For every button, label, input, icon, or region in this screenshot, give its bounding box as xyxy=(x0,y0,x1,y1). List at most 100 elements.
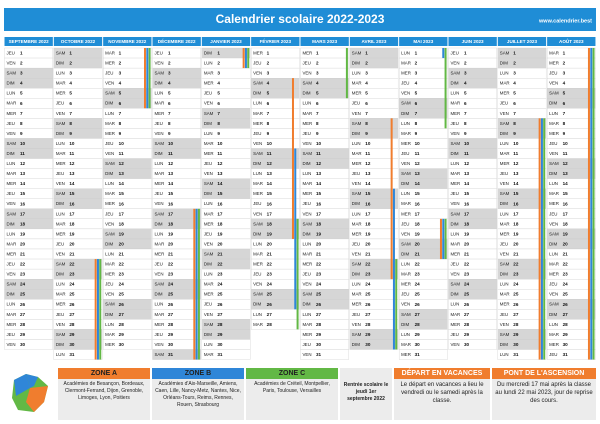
pont-title: PONT DE L'ASCENSION xyxy=(492,368,596,379)
weekday: MAR xyxy=(7,101,17,106)
day-number: 15 xyxy=(365,191,371,196)
weekday: LUN xyxy=(401,332,410,337)
weekday: MAR xyxy=(401,272,411,277)
weekday: JEU xyxy=(154,50,162,55)
day-number: 20 xyxy=(217,241,223,246)
day-number: 6 xyxy=(69,101,72,106)
weekday: DIM xyxy=(154,221,162,226)
day-number: 14 xyxy=(217,181,223,186)
day-number: 29 xyxy=(69,332,75,337)
day-number: 6 xyxy=(168,101,171,106)
site: www.calendrier.best xyxy=(538,18,592,24)
weekday: MER xyxy=(549,272,559,277)
month-header xyxy=(448,37,497,46)
day-number: 26 xyxy=(415,302,421,307)
day-number: 16 xyxy=(563,201,569,206)
weekday: SAM xyxy=(352,191,362,196)
weekday: JEU xyxy=(7,191,15,196)
weekday: MAR xyxy=(500,81,510,86)
weekday: JEU xyxy=(154,191,162,196)
day-number: 23 xyxy=(316,272,322,277)
weekday: VEN xyxy=(500,111,509,116)
day-number: 16 xyxy=(119,201,125,206)
weekday: MAR xyxy=(56,151,66,156)
weekday: LUN xyxy=(253,171,262,176)
day-number: 17 xyxy=(217,211,223,216)
weekday: DIM xyxy=(154,81,162,86)
weekday: JEU xyxy=(204,302,212,307)
day-number: 12 xyxy=(69,161,75,166)
weekday: DIM xyxy=(204,332,212,337)
day-number: 19 xyxy=(69,231,75,236)
day-number: 2 xyxy=(267,61,270,66)
day-number: 8 xyxy=(365,121,368,126)
month-name: DÉCEMBRE 2022 xyxy=(158,37,196,44)
weekday: MER xyxy=(352,91,362,96)
weekday: MAR xyxy=(105,262,115,267)
weekday: SAM xyxy=(500,50,510,55)
day-number: 23 xyxy=(464,272,470,277)
day-number: 15 xyxy=(119,191,125,196)
vacation-bar xyxy=(294,148,297,310)
day-number: 22 xyxy=(513,262,519,267)
weekday: VEN xyxy=(549,292,558,297)
weekday: MER xyxy=(253,191,263,196)
weekday: LUN xyxy=(253,241,262,246)
weekday: MAR xyxy=(302,181,312,186)
day-number: 22 xyxy=(217,262,223,267)
weekday: MAR xyxy=(352,81,362,86)
weekday: DIM xyxy=(105,312,113,317)
weekday: SAM xyxy=(105,161,115,166)
day-number: 28 xyxy=(316,322,322,327)
weekday: LUN xyxy=(56,211,65,216)
day-number: 15 xyxy=(563,191,569,196)
weekday: VEN xyxy=(352,322,361,327)
weekday: SAM xyxy=(154,141,164,146)
day-number: 3 xyxy=(563,71,566,76)
weekday: SAM xyxy=(56,121,66,126)
weekday: DIM xyxy=(253,231,261,236)
weekday: DIM xyxy=(302,91,310,96)
day-number: 8 xyxy=(168,121,171,126)
weekday: JEU xyxy=(302,61,310,66)
day-number: 21 xyxy=(20,252,26,257)
day-number: 28 xyxy=(267,322,273,327)
weekday: SAM xyxy=(154,71,164,76)
day-number: 16 xyxy=(267,201,273,206)
day-number: 5 xyxy=(464,91,467,96)
day-number: 10 xyxy=(513,141,519,146)
day-number: 24 xyxy=(20,282,26,287)
day-number: 10 xyxy=(119,141,125,146)
day-number: 15 xyxy=(217,191,223,196)
weekday: SAM xyxy=(450,282,460,287)
day-cell xyxy=(152,349,201,360)
month-header xyxy=(547,37,596,46)
day-number: 20 xyxy=(20,241,26,246)
weekday: MER xyxy=(450,322,460,327)
day-number: 23 xyxy=(20,272,26,277)
day-number: 28 xyxy=(168,322,174,327)
weekday: MER xyxy=(401,282,411,287)
weekday: SAM xyxy=(401,241,411,246)
weekday: MAR xyxy=(401,342,411,347)
day-number: 31 xyxy=(217,352,223,357)
weekday: JEU xyxy=(154,121,162,126)
day-number: 28 xyxy=(563,322,569,327)
day-number: 23 xyxy=(563,272,569,277)
weekday: MAR xyxy=(302,111,312,116)
weekday: SAM xyxy=(500,262,510,267)
weekday: DIM xyxy=(549,101,557,106)
day-number: 1 xyxy=(316,51,319,56)
weekday: DIM xyxy=(401,111,409,116)
weekday: DIM xyxy=(500,131,508,136)
weekday: DIM xyxy=(401,251,409,256)
day-number: 3 xyxy=(365,71,368,76)
day-number: 17 xyxy=(316,211,322,216)
weekday: VEN xyxy=(105,221,114,226)
weekday: VEN xyxy=(253,71,262,76)
day-number: 14 xyxy=(168,181,174,186)
day-number: 3 xyxy=(119,71,122,76)
day-number: 2 xyxy=(69,61,72,66)
weekday: SAM xyxy=(500,332,510,337)
weekday: VEN xyxy=(204,171,213,176)
